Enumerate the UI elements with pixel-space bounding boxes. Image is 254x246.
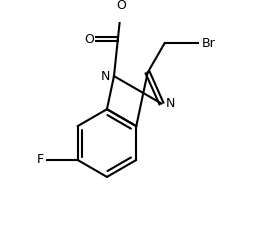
Text: N: N [100,70,109,83]
Text: N: N [165,97,174,110]
Text: F: F [36,154,43,167]
Text: Br: Br [201,37,215,50]
Text: O: O [84,32,94,46]
Text: O: O [116,0,126,12]
